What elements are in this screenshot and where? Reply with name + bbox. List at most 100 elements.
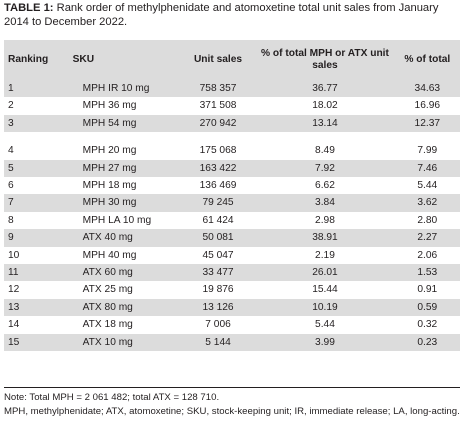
cell-pct-total: 7.46 [394,159,460,178]
header-ranking: Ranking [8,54,49,65]
cell-unit-sales: 61 424 [202,214,234,226]
cell-unit-sales: 79 245 [180,194,256,212]
cell-pct-group: 10.19 [255,298,395,317]
cell-ranking: 4 [8,145,14,157]
cell-sku: MPH 40 mg [82,249,137,261]
table-row: 13 ATX 80 mg 13 126 10.19 0.59 [4,298,460,317]
table-row: 8 MPH LA 10 mg 61 424 2.98 2.80 [4,212,460,229]
sales-table: Ranking SKU Unit sales % of total MPH or… [4,40,460,352]
cell-pct-group: 5.44 [315,319,335,331]
cell-ranking: 3 [4,114,69,133]
cell-pct-total: 5.44 [417,180,438,192]
cell-pct-total: 0.23 [394,333,460,352]
cell-sku: MPH 18 mg [82,180,137,192]
cell-sku: MPH 27 mg [68,159,181,178]
cell-pct-total: 2.80 [417,214,438,226]
cell-unit-sales: 13 126 [180,298,256,317]
cell-ranking: 2 [8,100,14,112]
table-header-row: Ranking SKU Unit sales % of total MPH or… [4,40,460,80]
cell-pct-group: 3.84 [255,194,395,212]
cell-sku: ATX 25 mg [82,284,133,296]
cell-pct-group: 6.62 [315,180,335,192]
cell-unit-sales: 5 144 [180,333,256,352]
cell-unit-sales: 758 357 [180,80,256,98]
cell-sku: ATX 80 mg [68,298,181,317]
cell-unit-sales: 136 469 [199,180,237,192]
cell-pct-total: 2.27 [394,229,460,247]
cell-pct-group: 26.01 [255,264,395,282]
header-pct-total: % of total [404,54,451,65]
cell-sku: MPH 20 mg [82,145,137,157]
cell-pct-total: 7.99 [417,145,438,157]
cell-sku: ATX 10 mg [68,333,181,352]
cell-ranking: 13 [4,298,69,317]
header-pct-group: % of total MPH or ATX unit sales [261,48,389,71]
table-row: 5 MPH 27 mg 163 422 7.92 7.46 [4,159,460,178]
cell-pct-group: 3.99 [255,333,395,352]
cell-ranking: 15 [4,333,69,352]
caption-label: TABLE 1: [4,2,54,14]
table-row: 11 ATX 60 mg 33 477 26.01 1.53 [4,264,460,282]
cell-unit-sales: 50 081 [180,229,256,247]
table-body: 1 MPH IR 10 mg 758 357 36.77 34.63 2 MPH 36 mg… [4,80,460,352]
cell-pct-group: 15.44 [312,284,338,296]
cell-unit-sales: 270 942 [180,114,256,133]
caption-text: Rank order of methylphenidate and atomox… [4,2,439,28]
cell-pct-total: 0.32 [417,319,438,331]
cell-ranking: 8 [8,214,14,226]
cell-ranking: 14 [8,319,20,331]
cell-ranking: 1 [4,80,69,98]
cell-ranking: 10 [8,249,20,261]
cell-pct-group: 2.98 [315,214,335,226]
cell-ranking: 5 [4,159,69,178]
table-caption: TABLE 1: Rank order of methylphenidate a… [4,2,460,29]
cell-sku: MPH LA 10 mg [82,214,152,226]
cell-sku: MPH 30 mg [68,194,181,212]
cell-ranking: 12 [8,284,20,296]
cell-pct-group: 36.77 [255,80,395,98]
cell-sku: MPH 54 mg [68,114,181,133]
table-row: 14 ATX 18 mg 7 006 5.44 0.32 [4,316,460,333]
cell-ranking: 9 [4,229,69,247]
cell-ranking: 6 [8,180,14,192]
cell-sku: ATX 60 mg [68,264,181,282]
cell-pct-total: 0.91 [417,284,438,296]
cell-sku: MPH IR 10 mg [68,80,181,98]
table-note: Note: Total MPH = 2 061 482; total ATX =… [4,392,220,403]
cell-pct-group: 18.02 [312,100,338,112]
cell-unit-sales: 19 876 [202,284,234,296]
cell-unit-sales: 33 477 [180,264,256,282]
table-row: 10 MPH 40 mg 45 047 2.19 2.06 [4,247,460,264]
table-row: 3 MPH 54 mg 270 942 13.14 12.37 [4,114,460,133]
table-row: 15 ATX 10 mg 5 144 3.99 0.23 [4,333,460,352]
cell-sku: ATX 18 mg [82,319,133,331]
cell-pct-group: 13.14 [255,114,395,133]
cell-pct-total: 3.62 [394,194,460,212]
header-sku: SKU [72,54,95,65]
cell-pct-total: 1.53 [394,264,460,282]
table-abbreviations: MPH, methylphenidate; ATX, atomoxetine; … [4,406,460,417]
cell-ranking: 11 [4,264,69,282]
cell-sku: MPH 36 mg [82,100,137,112]
table-row: 1 MPH IR 10 mg 758 357 36.77 34.63 [4,80,460,98]
table-row: 12 ATX 25 mg 19 876 15.44 0.91 [4,281,460,298]
cell-pct-group: 2.19 [315,249,335,261]
table-row: 7 MPH 30 mg 79 245 3.84 3.62 [4,194,460,212]
cell-pct-group: 38.91 [255,229,395,247]
cell-unit-sales: 45 047 [202,249,234,261]
cell-unit-sales: 371 508 [199,100,237,112]
cell-pct-group: 8.49 [315,145,335,157]
cell-pct-total: 34.63 [394,80,460,98]
cell-sku: ATX 40 mg [68,229,181,247]
table-bottom-rule [4,387,460,388]
cell-pct-total: 16.96 [414,100,441,112]
cell-pct-total: 12.37 [394,114,460,133]
cell-ranking: 7 [4,194,69,212]
table-row: 6 MPH 18 mg 136 469 6.62 5.44 [4,177,460,194]
header-unit-sales: Unit sales [193,54,243,65]
cell-pct-group: 7.92 [255,159,395,178]
table-row: 4 MPH 20 mg 175 068 8.49 7.99 [4,132,460,159]
cell-pct-total: 2.06 [417,249,438,261]
cell-unit-sales: 175 068 [199,145,237,157]
